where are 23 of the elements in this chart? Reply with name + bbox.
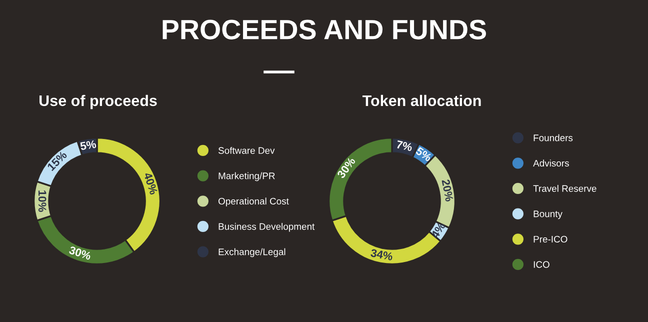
legend-label: Marketing/PR [218,172,275,182]
legend-label: Advisors [533,160,569,167]
data-label: 5% [415,146,432,162]
legend-label: Pre-ICO [534,236,568,243]
data-label: 5% [80,140,96,150]
legend-label: Founders [534,134,573,142]
data-label: 40% [144,172,158,196]
data-label: 4% [430,222,446,240]
data-label: 20% [442,179,454,202]
legend-label: ICO [534,261,550,268]
chart-title: Use of proceeds [39,94,157,110]
chart-title: Token allocation [362,94,481,106]
legend-label: Operational Cost [218,198,289,206]
text: PROCEEDS AND FUNDS [162,20,486,40]
legend-label: Business Development [218,222,315,232]
legend-label: Travel Reserve [533,184,596,192]
data-label: 34% [370,248,394,261]
legend-label: Bounty [534,210,562,220]
data-label: 10% [38,190,46,212]
legend-label: Software Dev [218,146,275,154]
data-label: 30% [68,246,92,260]
legend-label: Exchange/Legal [218,248,286,258]
data-label: 7% [396,140,413,152]
